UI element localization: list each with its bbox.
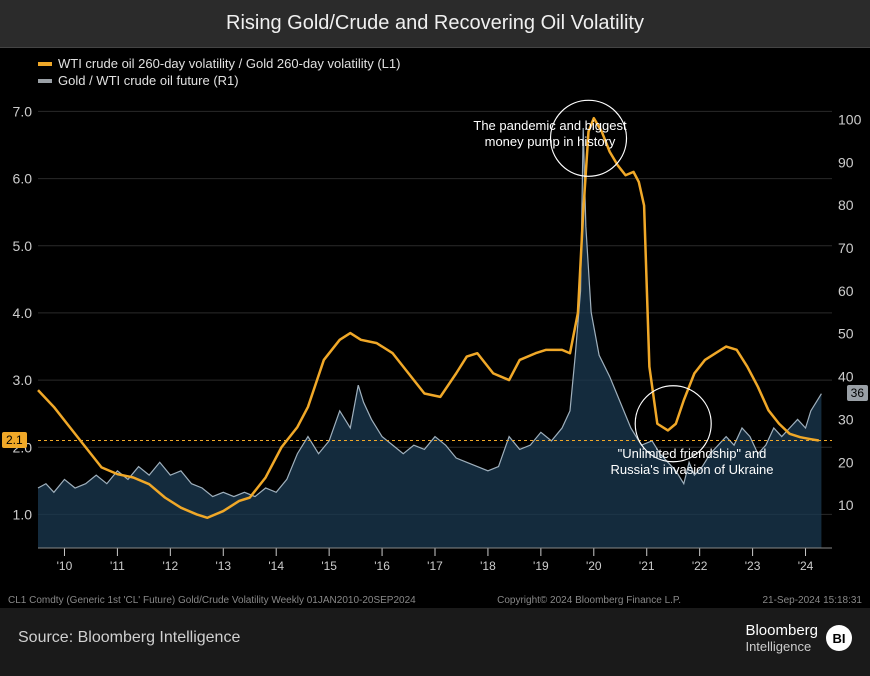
legend-item-2: Gold / WTI crude oil future (R1) (38, 73, 400, 90)
legend-swatch-2 (38, 79, 52, 83)
svg-text:'12: '12 (163, 559, 179, 573)
svg-text:'24: '24 (798, 559, 814, 573)
footer-left: CL1 Comdty (Generic 1st 'CL' Future) Gol… (8, 595, 416, 606)
svg-text:'16: '16 (374, 559, 390, 573)
svg-text:'23: '23 (745, 559, 761, 573)
brand-badge-icon: BI (826, 625, 852, 651)
svg-text:7.0: 7.0 (13, 103, 33, 119)
svg-text:'20: '20 (586, 559, 602, 573)
svg-text:20: 20 (838, 454, 854, 470)
source-text: Source: Bloomberg Intelligence (18, 629, 240, 647)
svg-text:'11: '11 (110, 559, 125, 573)
footer-center: Copyright© 2024 Bloomberg Finance L.P. (497, 595, 681, 606)
svg-text:80: 80 (838, 197, 854, 213)
chart-footer: CL1 Comdty (Generic 1st 'CL' Future) Gol… (0, 593, 870, 608)
legend-label-2: Gold / WTI crude oil future (R1) (58, 73, 239, 90)
svg-text:10: 10 (838, 497, 854, 513)
chart-svg: 1.02.03.04.05.06.07.01020304050607080901… (0, 48, 870, 608)
chart-title: Rising Gold/Crude and Recovering Oil Vol… (0, 0, 870, 48)
svg-text:30: 30 (838, 411, 854, 427)
svg-text:'18: '18 (480, 559, 496, 573)
legend-label-1: WTI crude oil 260-day volatility / Gold … (58, 56, 400, 73)
legend: WTI crude oil 260-day volatility / Gold … (38, 56, 400, 90)
svg-text:'14: '14 (268, 559, 284, 573)
svg-text:'19: '19 (533, 559, 549, 573)
right-axis-current-badge: 36 (847, 385, 868, 401)
chart-area: 1.02.03.04.05.06.07.01020304050607080901… (0, 48, 870, 608)
svg-text:5.0: 5.0 (13, 238, 33, 254)
brand-line2: Intelligence (745, 639, 818, 654)
svg-text:90: 90 (838, 154, 854, 170)
legend-item-1: WTI crude oil 260-day volatility / Gold … (38, 56, 400, 73)
svg-text:50: 50 (838, 326, 854, 342)
svg-text:'21: '21 (639, 559, 655, 573)
svg-text:'17: '17 (427, 559, 443, 573)
svg-text:1.0: 1.0 (13, 506, 33, 522)
svg-text:60: 60 (838, 283, 854, 299)
svg-text:100: 100 (838, 111, 862, 127)
svg-text:6.0: 6.0 (13, 171, 33, 187)
legend-swatch-1 (38, 62, 52, 66)
brand-line1: Bloomberg (745, 622, 818, 639)
svg-text:3.0: 3.0 (13, 372, 33, 388)
source-bar: Source: Bloomberg Intelligence Bloomberg… (0, 608, 870, 668)
svg-text:40: 40 (838, 369, 854, 385)
footer-right: 21-Sep-2024 15:18:31 (762, 595, 862, 606)
brand: Bloomberg Intelligence BI (745, 622, 852, 654)
svg-text:'13: '13 (215, 559, 231, 573)
svg-text:'10: '10 (57, 559, 73, 573)
svg-text:'15: '15 (321, 559, 337, 573)
svg-text:70: 70 (838, 240, 854, 256)
left-axis-current-badge: 2.1 (2, 432, 27, 448)
svg-text:4.0: 4.0 (13, 305, 33, 321)
svg-text:'22: '22 (692, 559, 708, 573)
